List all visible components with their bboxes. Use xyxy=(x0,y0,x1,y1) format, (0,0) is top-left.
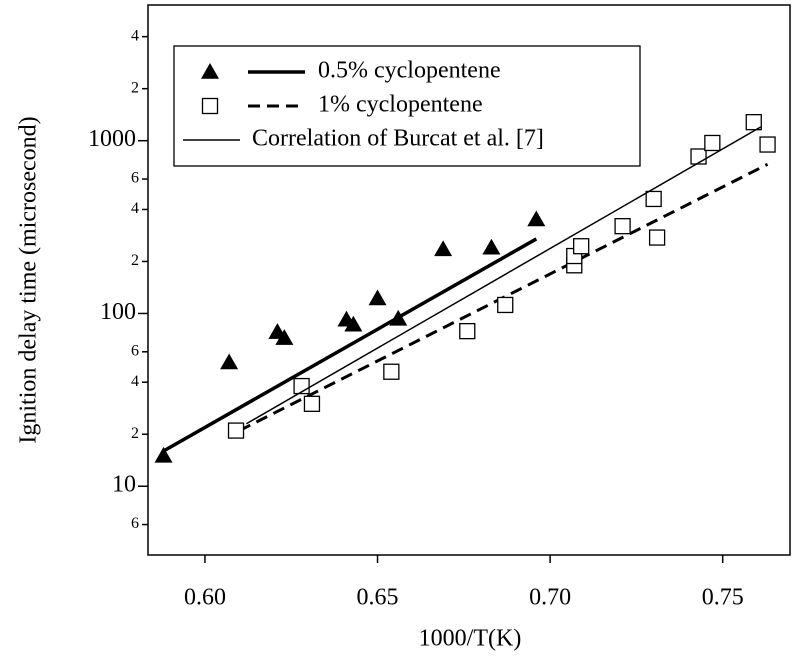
triangle-marker xyxy=(482,238,501,255)
square-marker xyxy=(201,97,219,115)
legend-label: 0.5% cyclopentene xyxy=(318,58,501,84)
y-tick-label: 6 xyxy=(131,170,139,187)
square-marker xyxy=(614,218,631,235)
square-marker xyxy=(759,136,776,153)
square-marker xyxy=(573,238,590,255)
x-tick-label: 0.60 xyxy=(184,585,226,611)
square-marker xyxy=(745,114,762,131)
triangle-marker xyxy=(220,353,239,370)
y-tick-label: 6 xyxy=(131,342,139,359)
triangle-marker xyxy=(275,329,294,345)
square-marker xyxy=(645,190,662,208)
legend-label: 1% cyclopentene xyxy=(318,92,483,118)
y-tick-label: 4 xyxy=(131,27,139,44)
x-tick-label: 0.65 xyxy=(357,585,399,611)
x-tick-label: 0.70 xyxy=(529,585,571,611)
y-tick-label: 1000 xyxy=(88,126,136,152)
square-marker xyxy=(383,363,400,380)
y-tick-label: 10 xyxy=(112,472,136,498)
triangle-marker xyxy=(368,289,387,306)
triangle-marker xyxy=(434,240,453,257)
square-marker xyxy=(648,229,666,246)
y-tick-label: 4 xyxy=(131,373,139,390)
triangle-marker xyxy=(154,446,173,463)
triangle-marker xyxy=(344,315,363,332)
y-tick-label: 6 xyxy=(131,515,139,532)
plot-frame xyxy=(147,4,791,556)
square-marker xyxy=(497,296,514,314)
square-marker xyxy=(690,148,707,165)
y-axis-label: Ignition delay time (microsecond) xyxy=(16,116,42,443)
triangle-marker xyxy=(527,210,546,227)
triangle-marker xyxy=(389,309,408,326)
legend-label: Correlation of Burcat et al. [7] xyxy=(252,126,544,152)
y-tick-label: 100 xyxy=(100,299,136,325)
fit-line xyxy=(162,237,538,453)
x-axis-label: 1000/T(K) xyxy=(419,626,522,652)
fit-line xyxy=(245,126,762,425)
y-tick-label: 2 xyxy=(131,425,139,442)
square-marker xyxy=(459,323,476,340)
y-tick-label: 2 xyxy=(131,252,139,269)
y-tick-label: 2 xyxy=(131,79,139,96)
x-tick-label: 0.75 xyxy=(702,585,744,611)
square-marker xyxy=(303,395,321,412)
square-marker xyxy=(227,422,245,439)
triangle-marker xyxy=(201,63,219,79)
y-tick-label: 4 xyxy=(131,200,139,217)
square-marker xyxy=(704,134,721,152)
legend-box xyxy=(173,45,641,167)
